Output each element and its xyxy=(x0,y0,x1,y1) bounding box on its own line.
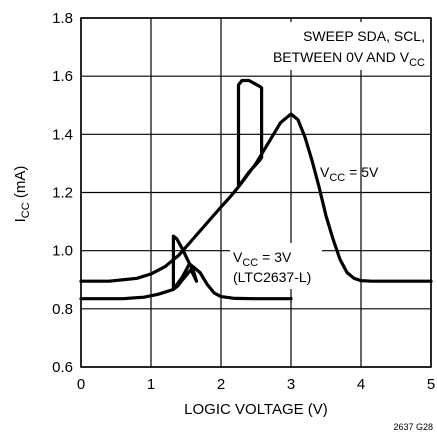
y-tick-label-6: 1.8 xyxy=(52,10,73,27)
y-tick-labels: 0.6 0.8 1.0 1.2 1.4 1.6 1.8 xyxy=(52,10,73,376)
sweep-note-background xyxy=(256,22,428,70)
x-tick-label-0: 0 xyxy=(77,376,85,393)
series-curves xyxy=(79,78,433,301)
y-tick-label-5: 1.6 xyxy=(52,68,73,85)
series-line-vcc3 xyxy=(79,234,293,301)
vcc-3v-part-label: (LTC2637-L) xyxy=(233,269,311,285)
sweep-note-line1: SWEEP SDA, SCL, xyxy=(303,28,425,44)
plot-frame xyxy=(80,17,432,368)
x-axis-title: LOGIC VOLTAGE (V) xyxy=(184,401,328,418)
x-tick-label-1: 1 xyxy=(147,376,155,393)
x-tick-label-3: 3 xyxy=(287,376,295,393)
vcc-3v-label-background xyxy=(230,243,322,289)
figure-code: 2637 G28 xyxy=(393,422,433,432)
x-tick-label-2: 2 xyxy=(217,376,225,393)
sweep-note-line2: BETWEEN 0V AND VCC xyxy=(273,49,425,69)
y-tick-label-1: 0.8 xyxy=(52,301,73,318)
y-tick-label-2: 1.0 xyxy=(52,243,73,260)
vcc-3v-label: VCC = 3V xyxy=(233,249,292,269)
x-tick-labels: 0 1 2 3 4 5 xyxy=(77,376,435,393)
vcc-5v-label: VCC = 5V xyxy=(320,164,379,184)
series-line-vcc5 xyxy=(79,78,433,283)
y-tick-label-0: 0.6 xyxy=(52,359,73,376)
y-tick-label-4: 1.4 xyxy=(52,126,73,143)
y-tick-label-3: 1.2 xyxy=(52,185,73,202)
x-tick-label-5: 5 xyxy=(427,376,435,393)
y-axis-title: ICC (mA) xyxy=(12,166,32,223)
grid xyxy=(80,17,432,368)
x-tick-label-4: 4 xyxy=(357,376,365,393)
